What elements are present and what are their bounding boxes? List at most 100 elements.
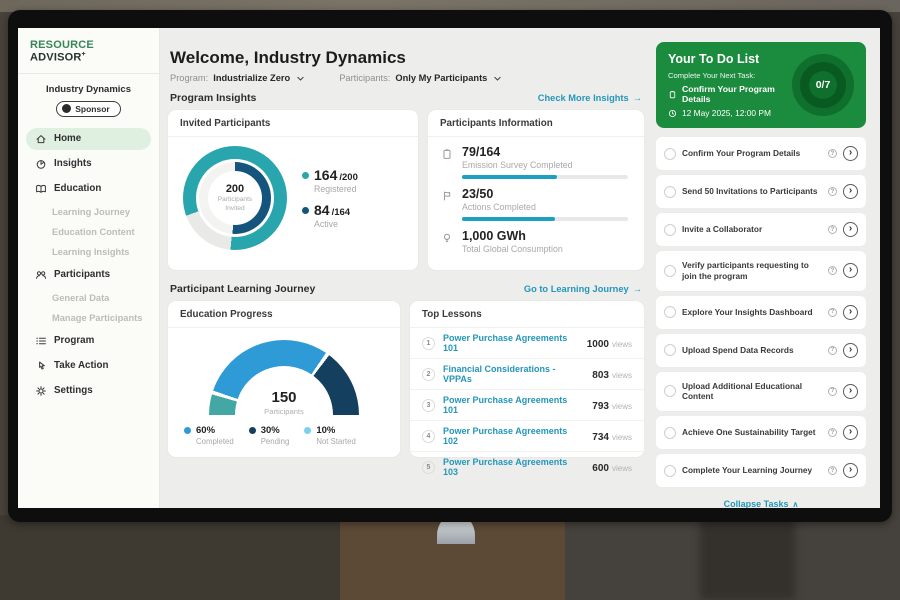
emission-survey-progress bbox=[462, 175, 628, 179]
todo-panel: Your To Do List Complete Your Next Task:… bbox=[654, 28, 880, 508]
participants-icon bbox=[35, 269, 47, 281]
sidebar-item-label: Settings bbox=[54, 385, 93, 396]
go-to-learning-journey-link[interactable]: Go to Learning Journey → bbox=[524, 284, 642, 294]
task-row[interactable]: Send 50 Invitations to Participants ? › bbox=[656, 175, 866, 208]
program-filter[interactable]: Program: Industrialize Zero bbox=[170, 73, 305, 83]
sidebar-item-program[interactable]: Program bbox=[26, 330, 151, 352]
donut-center-value: 200 bbox=[226, 183, 244, 195]
sidebar-item-education-content[interactable]: Education Content bbox=[26, 223, 151, 241]
task-row[interactable]: Achieve One Sustainability Target ? › bbox=[656, 416, 866, 449]
participants-filter-value: Only My Participants bbox=[395, 73, 487, 83]
lesson-row: 2 Financial Considerations - VPPAs 803vi… bbox=[410, 359, 644, 390]
logo-resource: RESOURCE bbox=[30, 39, 94, 51]
home-icon bbox=[35, 133, 47, 145]
sidebar-item-settings[interactable]: Settings bbox=[26, 380, 151, 402]
task-row[interactable]: Confirm Your Program Details ? › bbox=[656, 137, 866, 170]
task-checkbox[interactable] bbox=[664, 224, 676, 236]
sidebar-item-take-action[interactable]: Take Action bbox=[26, 355, 151, 377]
task-open-button[interactable]: › bbox=[843, 425, 858, 440]
sponsor-badge-label: Sponsor bbox=[75, 104, 109, 114]
task-row[interactable]: Upload Additional Educational Content ? … bbox=[656, 372, 866, 412]
task-open-button[interactable]: › bbox=[843, 263, 858, 278]
main-content: Welcome, Industry Dynamics Program: Indu… bbox=[160, 28, 654, 508]
task-open-button[interactable]: › bbox=[843, 384, 858, 399]
top-lessons-title: Top Lessons bbox=[410, 301, 644, 328]
lesson-link[interactable]: Power Purchase Agreements 101 bbox=[443, 333, 579, 353]
sidebar-item-label: Participants bbox=[54, 269, 110, 280]
participants-filter-label: Participants: bbox=[339, 73, 390, 83]
collapse-tasks-link[interactable]: Collapse Tasks∧ bbox=[656, 492, 866, 508]
top-lessons-card: Top Lessons 1 Power Purchase Agreements … bbox=[410, 301, 644, 457]
lesson-views: 600 bbox=[592, 463, 609, 474]
task-open-button[interactable]: › bbox=[843, 305, 858, 320]
lesson-link[interactable]: Power Purchase Agreements 101 bbox=[443, 395, 584, 415]
participants-filter[interactable]: Participants: Only My Participants bbox=[339, 73, 502, 83]
task-checkbox[interactable] bbox=[664, 385, 676, 397]
legend-not-started: 10% Not Started bbox=[304, 425, 355, 446]
donut-legend: 164 /200 Registered 84 /164 Active bbox=[302, 159, 358, 237]
education-progress-title: Education Progress bbox=[168, 301, 400, 328]
info-icon[interactable]: ? bbox=[828, 308, 837, 317]
emission-survey-stat: 79/164 Emission Survey Completed bbox=[428, 137, 644, 179]
lesson-views: 793 bbox=[592, 401, 609, 412]
sidebar: RESOURCE ADVISOR+ Industry Dynamics Spon… bbox=[18, 28, 160, 508]
sidebar-item-participants[interactable]: Participants bbox=[26, 264, 151, 286]
sidebar-item-education[interactable]: Education bbox=[26, 178, 151, 200]
sidebar-item-learning-journey[interactable]: Learning Journey bbox=[26, 203, 151, 221]
task-checkbox[interactable] bbox=[664, 186, 676, 198]
lesson-views: 734 bbox=[592, 432, 609, 443]
info-icon[interactable]: ? bbox=[828, 187, 837, 196]
lesson-row: 5 Power Purchase Agreements 103 600views bbox=[410, 452, 644, 482]
participants-information-title: Participants Information bbox=[428, 110, 644, 137]
sidebar-nav: Home Insights Education Learning Journey… bbox=[18, 121, 159, 402]
task-open-button[interactable]: › bbox=[843, 463, 858, 478]
sponsor-badge[interactable]: Sponsor bbox=[56, 101, 120, 117]
sidebar-item-general-data[interactable]: General Data bbox=[26, 289, 151, 307]
gauge-legend: 60% Completed 30% Pending 10% Not Starte… bbox=[168, 416, 400, 446]
lesson-link[interactable]: Financial Considerations - VPPAs bbox=[443, 364, 584, 384]
info-icon[interactable]: ? bbox=[828, 428, 837, 437]
app-logo: RESOURCE ADVISOR+ bbox=[18, 28, 159, 74]
check-more-insights-link[interactable]: Check More Insights → bbox=[538, 93, 642, 103]
task-open-button[interactable]: › bbox=[843, 222, 858, 237]
org-name: Industry Dynamics bbox=[18, 84, 159, 95]
program-filter-value: Industrialize Zero bbox=[213, 73, 290, 83]
task-row[interactable]: Explore Your Insights Dashboard ? › bbox=[656, 296, 866, 329]
sidebar-item-manage-participants[interactable]: Manage Participants bbox=[26, 309, 151, 327]
sidebar-item-home[interactable]: Home bbox=[26, 128, 151, 150]
rank-badge: 3 bbox=[422, 399, 435, 412]
sidebar-item-label: Home bbox=[54, 133, 81, 144]
task-checkbox[interactable] bbox=[664, 148, 676, 160]
sidebar-item-insights[interactable]: Insights bbox=[26, 153, 151, 175]
task-row[interactable]: Complete Your Learning Journey ? › bbox=[656, 454, 866, 487]
task-checkbox[interactable] bbox=[664, 344, 676, 356]
info-icon[interactable]: ? bbox=[828, 149, 837, 158]
take-action-icon bbox=[35, 360, 47, 372]
task-row[interactable]: Upload Spend Data Records ? › bbox=[656, 334, 866, 367]
task-row[interactable]: Invite a Collaborator ? › bbox=[656, 213, 866, 246]
task-row[interactable]: Verify participants requesting to join t… bbox=[656, 251, 866, 291]
lesson-link[interactable]: Power Purchase Agreements 102 bbox=[443, 426, 584, 446]
info-icon[interactable]: ? bbox=[828, 387, 837, 396]
task-checkbox[interactable] bbox=[664, 427, 676, 439]
info-icon[interactable]: ? bbox=[828, 225, 837, 234]
chevron-down-icon bbox=[296, 74, 305, 83]
education-progress-gauge-chart: 150 Participants bbox=[209, 340, 359, 416]
arrow-right-icon: → bbox=[633, 284, 642, 294]
legend-registered: 164 /200 Registered bbox=[302, 167, 358, 194]
chevron-up-icon: ∧ bbox=[793, 500, 799, 508]
task-open-button[interactable]: › bbox=[843, 343, 858, 358]
sidebar-item-learning-insights[interactable]: Learning Insights bbox=[26, 243, 151, 261]
completed-dot-icon bbox=[184, 427, 191, 434]
task-checkbox[interactable] bbox=[664, 465, 676, 477]
todo-subtitle: Complete Your Next Task: bbox=[668, 71, 786, 80]
info-icon[interactable]: ? bbox=[828, 346, 837, 355]
info-icon[interactable]: ? bbox=[828, 266, 837, 275]
task-open-button[interactable]: › bbox=[843, 184, 858, 199]
task-open-button[interactable]: › bbox=[843, 146, 858, 161]
task-checkbox[interactable] bbox=[664, 306, 676, 318]
info-icon[interactable]: ? bbox=[828, 466, 837, 475]
lesson-link[interactable]: Power Purchase Agreements 103 bbox=[443, 457, 584, 477]
task-checkbox[interactable] bbox=[664, 265, 676, 277]
todo-title: Your To Do List bbox=[668, 52, 786, 66]
